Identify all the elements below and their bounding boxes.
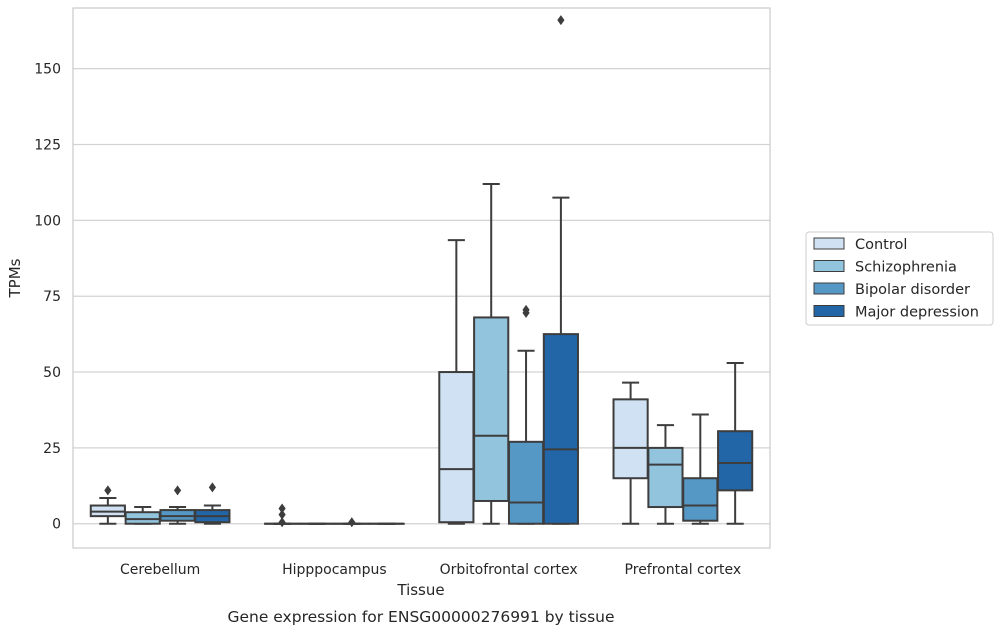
outlier-marker	[173, 485, 182, 496]
box-iqr	[682, 477, 719, 522]
box-plot-boxes	[89, 15, 754, 528]
legend: Control Schizophrenia Bipolar disorder Majo…	[805, 231, 994, 326]
x-tick-label: Cerebellum	[120, 562, 200, 578]
box-control	[264, 503, 301, 528]
legend-swatch	[813, 305, 845, 317]
y-tick-label: 50	[43, 365, 61, 381]
box-schizophrenia	[647, 424, 684, 525]
outlier-marker	[104, 485, 112, 496]
x-tick-label: Hipppocampus	[282, 562, 387, 578]
box-control	[612, 381, 649, 525]
box-control	[89, 485, 126, 525]
box-iqr	[612, 398, 649, 480]
box-bipolar-disorder	[333, 517, 370, 528]
y-tick-label: 100	[34, 213, 61, 229]
outlier-marker	[522, 304, 530, 315]
y-axis-title: TPMs	[6, 258, 24, 298]
legend-swatch	[813, 237, 845, 250]
box-iqr	[542, 333, 579, 525]
box-bipolar-disorder	[682, 413, 719, 525]
box-control	[438, 239, 475, 525]
box-major-depression	[542, 15, 579, 525]
x-tick-labels: Cerebellum Hipppocampus Orbitofrontal cort…	[120, 562, 741, 578]
y-tick-label: 150	[34, 62, 61, 78]
outlier-marker	[208, 482, 216, 493]
box-iqr	[124, 511, 161, 525]
box-bipolar-disorder	[507, 304, 545, 525]
box-iqr	[717, 430, 754, 492]
y-tick-label: 0	[52, 517, 61, 533]
outlier-marker	[278, 509, 286, 520]
grid-lines	[73, 68, 770, 525]
y-tick-label: 125	[34, 138, 61, 154]
box-major-depression	[717, 361, 754, 525]
y-tick-label: 25	[43, 441, 61, 457]
box-bipolar-disorder	[159, 485, 196, 525]
legend-label: Bipolar disorder	[855, 282, 970, 298]
legend-label: Schizophrenia	[855, 260, 957, 276]
plot-frame	[72, 7, 771, 549]
y-tick-labels: 0 25 50 75 100 125 150	[34, 62, 61, 533]
box-schizophrenia	[473, 182, 510, 525]
outlier-marker	[278, 503, 286, 514]
x-axis-title: Tissue	[396, 581, 444, 599]
box-iqr	[473, 316, 510, 502]
x-tick-label: Orbitofrontal cortex	[440, 562, 578, 578]
legend-swatch	[813, 282, 845, 295]
outlier-marker	[557, 15, 565, 26]
legend-label: Major depression	[855, 305, 979, 321]
legend-swatch	[813, 260, 845, 272]
box-schizophrenia	[124, 506, 161, 525]
legend-label: Control	[855, 237, 907, 253]
outlier-marker	[348, 517, 356, 528]
x-tick-label: Prefrontal cortex	[625, 562, 742, 578]
legend-items: Control Schizophrenia Bipolar disorder Majo…	[813, 237, 979, 321]
outlier-marker	[278, 517, 286, 528]
chart-caption: Gene expression for ENSG00000276991 by t…	[227, 608, 614, 626]
y-tick-label: 75	[43, 289, 61, 305]
box-iqr	[647, 446, 684, 509]
legend-frame	[805, 231, 994, 326]
box-major-depression	[194, 482, 231, 525]
box-iqr	[507, 440, 545, 525]
box-iqr	[438, 371, 475, 524]
